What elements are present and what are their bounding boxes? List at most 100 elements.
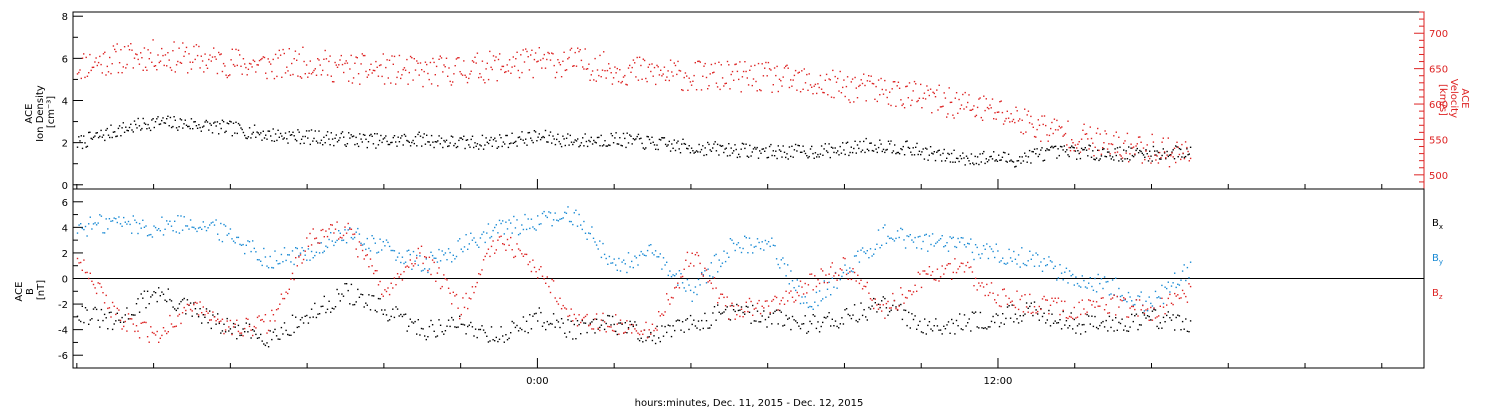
By-point bbox=[540, 223, 542, 225]
Bz-point bbox=[537, 277, 539, 279]
density-point bbox=[1040, 149, 1042, 151]
velocity-point bbox=[742, 70, 745, 73]
density-point bbox=[557, 133, 559, 135]
density-point bbox=[749, 144, 751, 147]
density-point bbox=[277, 129, 279, 131]
velocity-point bbox=[480, 76, 482, 78]
velocity-point bbox=[754, 64, 756, 67]
velocity-point bbox=[673, 62, 675, 64]
velocity-point bbox=[721, 77, 724, 79]
By-point bbox=[513, 215, 515, 218]
density-point bbox=[287, 142, 289, 144]
legend-label: B bbox=[1432, 218, 1439, 229]
density-point bbox=[723, 151, 725, 154]
velocity-point bbox=[1068, 146, 1070, 149]
Bz-point bbox=[167, 331, 169, 333]
By-point bbox=[207, 227, 209, 229]
By-point bbox=[1002, 257, 1004, 259]
Bx-point bbox=[607, 314, 609, 317]
density-point bbox=[560, 145, 563, 148]
Bx-point bbox=[1151, 310, 1154, 312]
Bx-point bbox=[997, 314, 999, 317]
velocity-point bbox=[131, 49, 133, 51]
Bz-point bbox=[490, 245, 493, 248]
Bz-point bbox=[833, 275, 835, 277]
density-point bbox=[635, 138, 637, 140]
Bz-point bbox=[500, 235, 502, 237]
By-point bbox=[685, 290, 687, 292]
velocity-point bbox=[260, 58, 262, 61]
Bz-point bbox=[471, 286, 474, 288]
Bz-point bbox=[401, 279, 404, 281]
Bx-point bbox=[261, 340, 263, 342]
density-point bbox=[1132, 155, 1135, 158]
velocity-point bbox=[1032, 126, 1034, 128]
density-point bbox=[920, 153, 922, 156]
velocity-point bbox=[818, 86, 820, 89]
Bx-point bbox=[234, 326, 236, 328]
By-point bbox=[78, 224, 80, 226]
velocity-point bbox=[312, 71, 314, 74]
density-point bbox=[460, 137, 462, 139]
density-point bbox=[507, 146, 510, 149]
By-point bbox=[467, 248, 469, 250]
velocity-point bbox=[412, 79, 414, 81]
Bz-point bbox=[252, 334, 254, 337]
Bx-point bbox=[1062, 310, 1064, 313]
Bz-point bbox=[338, 238, 340, 240]
density-point bbox=[1102, 148, 1104, 151]
By-point bbox=[519, 232, 521, 235]
velocity-point bbox=[565, 69, 568, 71]
Bz-point bbox=[970, 266, 972, 268]
By-point bbox=[1103, 276, 1106, 278]
Bx-point bbox=[447, 319, 450, 321]
velocity-point bbox=[1043, 115, 1046, 117]
density-point bbox=[126, 129, 128, 132]
By-point bbox=[887, 235, 889, 238]
By-point bbox=[998, 261, 1001, 263]
density-point bbox=[304, 135, 306, 138]
Bx-point bbox=[1037, 313, 1039, 315]
Bz-point bbox=[857, 274, 859, 276]
Bx-point bbox=[412, 322, 415, 324]
Bz-point bbox=[86, 271, 88, 274]
Bx-point bbox=[267, 346, 270, 348]
By-point bbox=[236, 236, 238, 239]
density-point bbox=[850, 146, 852, 148]
Bx-point bbox=[1005, 317, 1007, 320]
Bz-point bbox=[217, 318, 219, 320]
Bz-point bbox=[718, 297, 720, 299]
Bx-point bbox=[271, 338, 273, 341]
By-point bbox=[245, 244, 247, 246]
left-tick-label: 2 bbox=[62, 139, 68, 150]
Bx-point bbox=[917, 324, 919, 326]
velocity-point bbox=[454, 65, 456, 67]
Bz-point bbox=[982, 286, 985, 288]
Bz-point bbox=[204, 314, 206, 316]
Bx-point bbox=[212, 314, 214, 316]
density-point bbox=[533, 130, 536, 132]
velocity-point bbox=[640, 64, 642, 67]
By-point bbox=[1097, 273, 1099, 276]
density-point bbox=[1119, 146, 1121, 148]
By-point bbox=[1150, 302, 1152, 305]
Bx-point bbox=[688, 328, 690, 331]
velocity-point bbox=[1095, 132, 1098, 134]
Bx-point bbox=[522, 316, 525, 318]
Bx-point bbox=[253, 330, 255, 332]
Bx-point bbox=[323, 295, 325, 298]
Bx-point bbox=[769, 313, 771, 315]
left-tick-label: 4 bbox=[62, 97, 68, 108]
Bz-point bbox=[299, 254, 302, 256]
density-point bbox=[179, 118, 181, 120]
Bx-point bbox=[602, 319, 604, 322]
Bz-point bbox=[602, 312, 604, 315]
density-point bbox=[273, 140, 276, 142]
density-point bbox=[1162, 148, 1164, 150]
Bx-point bbox=[419, 334, 421, 336]
velocity-point bbox=[916, 100, 918, 103]
Bz-point bbox=[248, 325, 251, 328]
density-point bbox=[1058, 154, 1060, 157]
By-point bbox=[788, 283, 790, 285]
Bz-point bbox=[439, 287, 442, 290]
